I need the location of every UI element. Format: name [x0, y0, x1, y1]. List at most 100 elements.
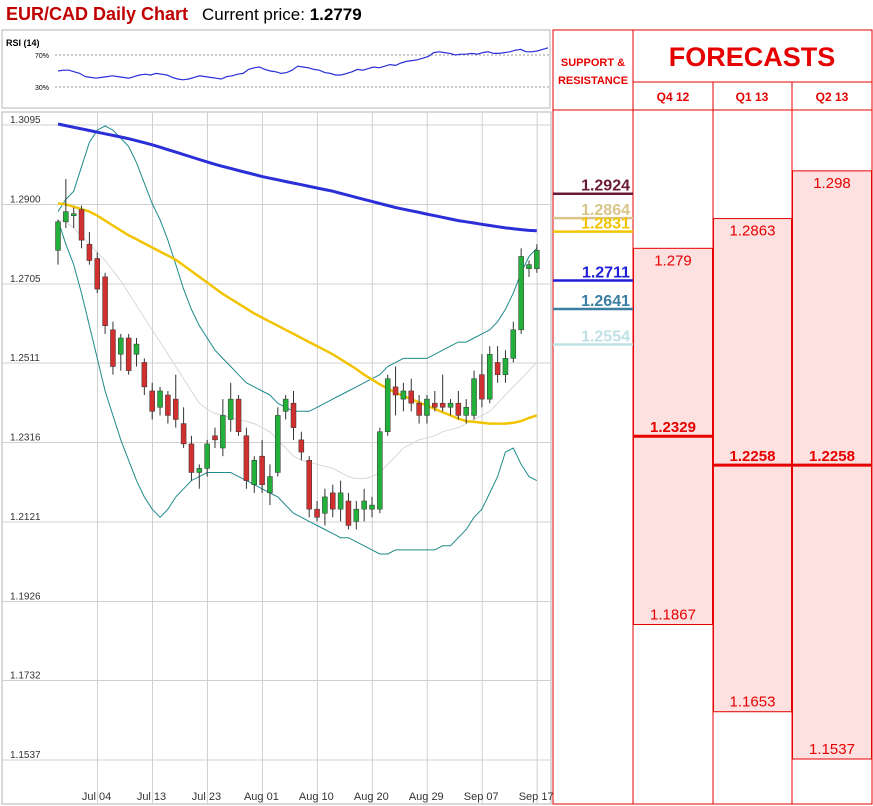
chart-header: EUR/CAD Daily Chart Current price: 1.277… [0, 0, 560, 30]
sr-level: 1.2831 [553, 216, 633, 233]
candle [330, 484, 336, 518]
candle [133, 337, 140, 367]
candle [455, 390, 462, 420]
sr-level: 1.2641 [553, 293, 633, 311]
forecast-table: SUPPORT & RESISTANCE FORECASTS Q4 12 Q1 … [552, 29, 873, 805]
forecast-high-label: 1.2863 [730, 223, 776, 240]
x-tick-label: Jul 13 [137, 791, 166, 803]
candle [70, 207, 77, 228]
candle [502, 350, 509, 383]
candle [110, 321, 116, 375]
forecast-col-q2-13: Q2 13 [816, 90, 849, 104]
sr-level: 1.2554 [553, 328, 633, 346]
candle [173, 374, 179, 428]
candle [314, 501, 320, 522]
candle [322, 488, 328, 526]
forecast-column: 1.279 1.2329 1.1867 [633, 247, 713, 626]
candle [400, 382, 407, 412]
forecast-high-label: 1.279 [654, 252, 692, 269]
candle [298, 431, 305, 461]
candle [384, 374, 391, 436]
forecast-average-label: 1.2258 [809, 448, 855, 465]
forecast-high-label: 1.298 [813, 175, 851, 192]
y-axis-labels: 1.3095 1.2900 1.2705 1.2511 1.2316 1.2121 1.19… [10, 115, 41, 761]
y-tick-label: 1.1926 [10, 591, 41, 602]
candle [275, 407, 281, 477]
candle [251, 456, 257, 493]
forecast-low-label: 1.1867 [650, 607, 696, 624]
chart-title: EUR/CAD Daily Chart [6, 4, 189, 24]
x-axis-labels: Jul 04 Jul 13 Jul 23 Aug 01 Aug 10 Aug 20 Aug … [82, 791, 554, 803]
candle [408, 378, 414, 412]
sr-level-label: 1.2831 [581, 216, 630, 233]
ma-slow-line [57, 122, 537, 233]
sr-title-line2: RESISTANCE [558, 75, 628, 87]
candle [102, 272, 108, 334]
bollinger-lower-line [57, 219, 538, 555]
candle [227, 382, 234, 432]
candle [125, 333, 132, 375]
sr-level: 1.2864 [553, 202, 633, 220]
x-tick-label: Jul 23 [192, 791, 221, 803]
candle [188, 435, 195, 481]
candle [439, 374, 446, 412]
candle [306, 456, 312, 518]
candle [55, 219, 61, 265]
x-tick-label: Aug 10 [299, 791, 334, 803]
candle [447, 399, 454, 416]
current-price: Current price: 1.2779 [202, 5, 362, 25]
candle [259, 439, 265, 493]
candle [494, 346, 501, 383]
candle [424, 395, 430, 424]
sr-level: 1.2711 [553, 265, 633, 282]
candle [243, 427, 250, 489]
y-tick-label: 1.1537 [10, 750, 41, 761]
candle [353, 501, 360, 530]
y-tick-label: 1.2121 [10, 512, 41, 523]
forecast-col-q1-13: Q1 13 [736, 90, 769, 104]
forecasts-title: FORECASTS [669, 42, 836, 72]
x-tick-label: Aug 20 [354, 791, 389, 803]
bollinger-upper-line [57, 125, 538, 412]
x-tick-label: Aug 29 [409, 791, 444, 803]
candle [337, 480, 344, 522]
candle [267, 464, 273, 506]
candle [118, 333, 124, 371]
candle [290, 390, 297, 440]
candle [157, 386, 163, 416]
candle [471, 370, 477, 420]
candle [369, 496, 375, 518]
candle [510, 321, 517, 363]
rsi-line [57, 47, 549, 81]
candle [487, 346, 493, 404]
candle [392, 366, 399, 416]
candle [361, 488, 367, 522]
candle [204, 439, 210, 477]
x-tick-label: Jul 04 [82, 791, 111, 803]
current-price-label: Current price: [202, 5, 305, 24]
moving-averages [57, 122, 538, 425]
rsi-label: RSI (14) [6, 38, 40, 48]
candlesticks [55, 179, 540, 530]
candle [212, 427, 218, 449]
y-tick-label: 1.2900 [10, 194, 41, 205]
sr-level-label: 1.2554 [581, 328, 630, 345]
candle [345, 492, 352, 530]
candle [463, 399, 469, 424]
rsi-level-70: 70% [35, 53, 49, 60]
candle [282, 395, 289, 420]
candle [196, 464, 203, 489]
candle [78, 205, 85, 249]
candle [141, 358, 148, 396]
candle [180, 407, 187, 449]
candle [479, 354, 485, 408]
y-tick-label: 1.2511 [10, 353, 40, 364]
x-tick-label: Sep 07 [464, 791, 499, 803]
sr-title-line1: SUPPORT & [561, 57, 625, 69]
forecast-low-label: 1.1537 [809, 741, 855, 758]
forecast-average-label: 1.2329 [650, 419, 696, 436]
y-tick-label: 1.1732 [10, 671, 41, 682]
candle [94, 252, 100, 294]
